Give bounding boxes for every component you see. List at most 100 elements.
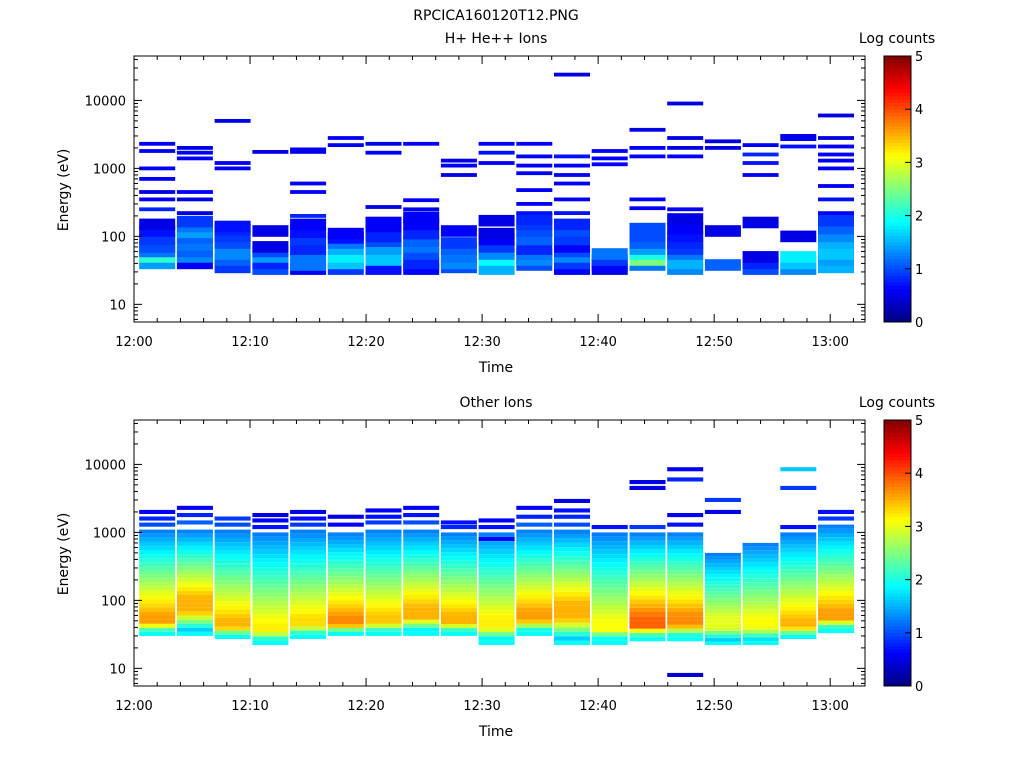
heatmap-cell xyxy=(440,560,477,565)
heatmap-cell xyxy=(591,248,628,260)
colorbar-segment xyxy=(884,566,911,571)
heatmap-cell xyxy=(290,529,327,534)
heatmap-cell xyxy=(214,237,251,249)
heatmap-cell xyxy=(176,533,213,538)
heatmap-cell xyxy=(780,134,817,138)
heatmap-cell xyxy=(516,233,553,246)
heatmap-cell xyxy=(214,248,251,260)
heatmap-cell xyxy=(516,533,553,538)
heatmap-cell xyxy=(290,571,327,576)
colorbar-segment xyxy=(884,112,911,117)
heatmap-cell xyxy=(176,603,213,608)
heatmap-cell xyxy=(554,534,590,539)
heatmap-cell xyxy=(403,227,440,240)
heatmap-cell xyxy=(290,567,327,572)
colorbar-segment xyxy=(884,516,911,521)
colorbar-segment xyxy=(884,65,911,70)
heatmap-cell xyxy=(818,184,854,188)
heatmap-cell xyxy=(327,592,364,597)
heatmap-cell xyxy=(591,162,628,167)
heatmap-cell xyxy=(554,560,590,566)
heatmap-cell xyxy=(403,529,440,534)
heatmap-cell xyxy=(440,616,477,620)
heatmap-cell xyxy=(742,546,779,551)
heatmap-cell xyxy=(478,601,515,606)
x-tick-label: 12:10 xyxy=(231,335,268,350)
heatmap-cell xyxy=(554,181,590,186)
colorbar-segment xyxy=(884,109,911,113)
colorbar-segment xyxy=(884,175,911,180)
colorbar-segment xyxy=(884,476,911,481)
colorbar-segment xyxy=(884,426,911,431)
heatmap-cell xyxy=(290,618,327,623)
colorbar-segment xyxy=(884,529,911,534)
heatmap-cell xyxy=(516,522,553,527)
heatmap-cell xyxy=(742,597,779,602)
heatmap-cell xyxy=(139,619,176,624)
heatmap-cell xyxy=(290,563,327,568)
colorbar-segment xyxy=(884,469,911,474)
heatmap-cell xyxy=(365,554,402,559)
heatmap-cell xyxy=(365,595,402,600)
heatmap-cell xyxy=(554,600,590,605)
colorbar-tick-label: 5 xyxy=(915,414,923,429)
heatmap-cell xyxy=(478,241,515,253)
panel-1-xlabel: Time xyxy=(478,360,513,376)
heatmap-cell xyxy=(629,607,666,612)
colorbar-segment xyxy=(884,449,911,454)
colorbar-segment xyxy=(884,122,911,127)
heatmap-cell xyxy=(478,525,515,530)
colorbar-segment xyxy=(884,105,911,110)
heatmap-cell xyxy=(704,609,741,614)
heatmap-cell xyxy=(440,548,477,553)
heatmap-cell xyxy=(403,558,440,563)
colorbar-segment xyxy=(884,453,911,457)
colorbar-segment xyxy=(884,89,911,93)
heatmap-cell xyxy=(629,540,666,545)
heatmap-cell xyxy=(667,101,704,106)
colorbar-segment xyxy=(884,626,911,630)
heatmap-cell xyxy=(704,638,741,642)
heatmap-cell xyxy=(516,141,553,146)
heatmap-cell xyxy=(365,570,402,575)
heatmap-cell xyxy=(704,581,741,585)
colorbar-segment xyxy=(884,202,911,207)
heatmap-cell xyxy=(516,582,553,587)
colorbar-segment xyxy=(884,629,911,634)
heatmap-cell xyxy=(176,146,213,150)
heatmap-cell xyxy=(629,637,666,642)
heatmap-cell xyxy=(667,561,704,566)
heatmap-cell xyxy=(176,554,213,559)
heatmap-cell xyxy=(742,582,779,587)
heatmap-cell xyxy=(742,143,779,147)
heatmap-cell xyxy=(780,230,817,243)
heatmap-cell xyxy=(742,625,779,630)
heatmap-cell xyxy=(214,119,251,123)
colorbar-segment xyxy=(884,308,911,313)
heatmap-cell xyxy=(403,582,440,587)
heatmap-cell xyxy=(742,562,779,567)
heatmap-cell xyxy=(516,566,553,571)
panel-hplus-heplus: H+ He++ Ions Energy (eV) Time 12:00 12:10… xyxy=(56,31,935,376)
heatmap-cell xyxy=(214,529,251,534)
heatmap-cell xyxy=(516,603,553,608)
heatmap-cell xyxy=(818,243,854,255)
heatmap-cell xyxy=(290,190,327,194)
heatmap-cell xyxy=(516,541,553,546)
heatmap-cell xyxy=(780,485,817,490)
colorbar-segment xyxy=(884,569,911,574)
colorbar-segment xyxy=(884,182,911,187)
heatmap-cell xyxy=(365,533,402,538)
heatmap-cell xyxy=(252,632,289,637)
heatmap-cell xyxy=(176,582,213,587)
heatmap-cell xyxy=(176,545,213,550)
heatmap-cell xyxy=(365,627,402,632)
heatmap-cell xyxy=(176,537,213,542)
heatmap-cell xyxy=(742,601,779,606)
colorbar-2-label: Log counts xyxy=(859,395,935,411)
heatmap-cell xyxy=(818,545,854,550)
heatmap-cell xyxy=(478,558,515,563)
heatmap-cell xyxy=(478,614,515,619)
heatmap-cell xyxy=(629,197,666,202)
heatmap-cell xyxy=(516,211,553,215)
